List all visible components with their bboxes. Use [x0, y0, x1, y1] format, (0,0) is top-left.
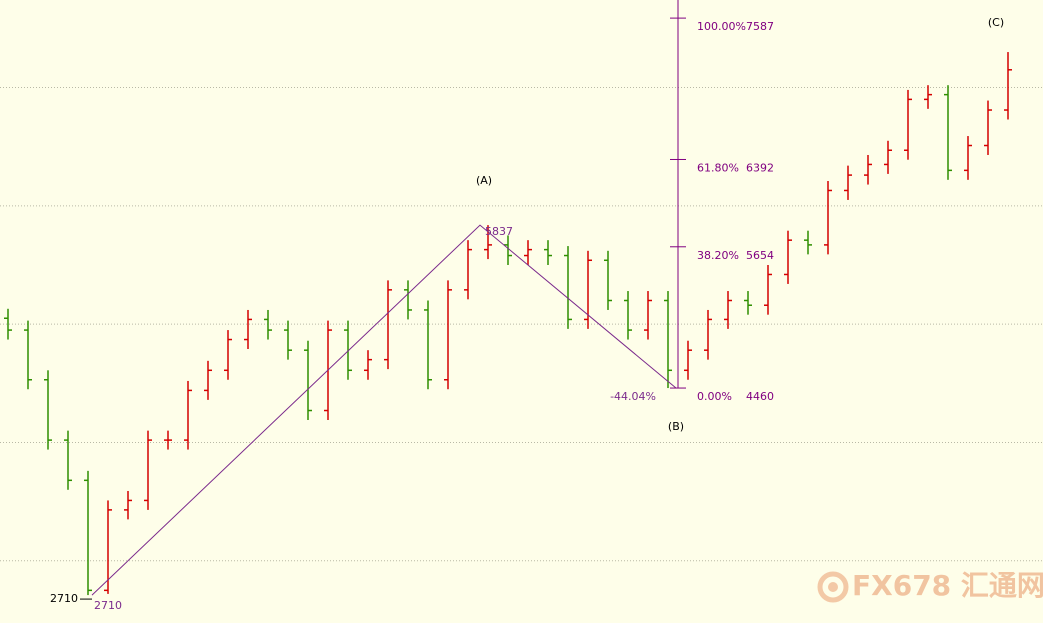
- fib-price: 6392: [746, 161, 774, 174]
- retrace-label: -44.04%: [610, 390, 656, 403]
- wave-price-label: 5837: [485, 225, 513, 238]
- wave-price-label: 2710: [94, 599, 122, 612]
- price-label: 2710: [50, 592, 78, 605]
- fib-price: 7587: [746, 20, 774, 33]
- wave-label: (C): [988, 16, 1004, 29]
- fib-pct: 100.00%: [697, 20, 746, 33]
- fib-pct: 38.20%: [697, 249, 739, 262]
- wave-label: (B): [668, 420, 684, 433]
- fib-pct: 0.00%: [697, 390, 732, 403]
- wave-label: (A): [476, 174, 492, 187]
- watermark-logo-dot: [828, 582, 838, 592]
- fib-price: 4460: [746, 390, 774, 403]
- watermark: FX678 汇通网: [852, 569, 1043, 602]
- fib-pct: 61.80%: [697, 161, 739, 174]
- wave-line: [91, 224, 677, 596]
- fib-price: 5654: [746, 249, 774, 262]
- watermark-logo: [817, 571, 849, 603]
